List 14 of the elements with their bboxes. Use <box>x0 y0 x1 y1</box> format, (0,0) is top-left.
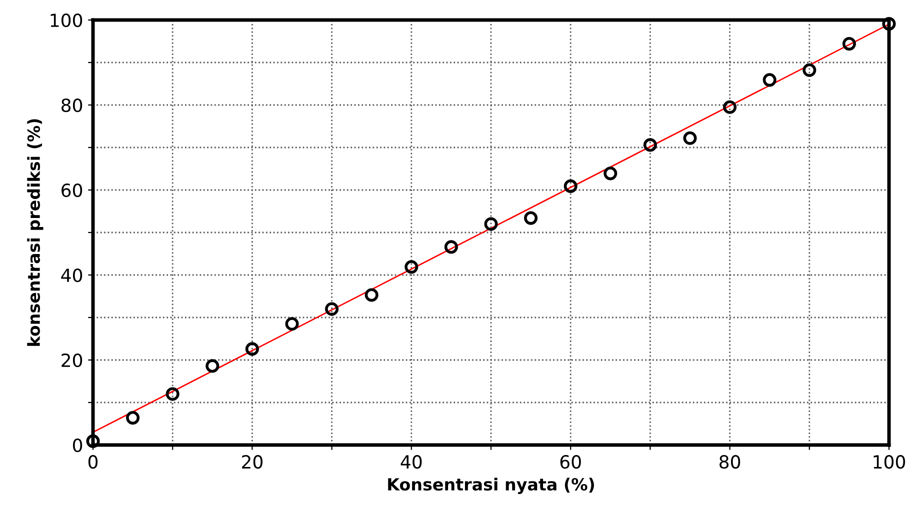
x-tick-label: 0 <box>88 455 98 469</box>
y-tick-label: 100 <box>50 13 82 28</box>
y-tick-label: 40 <box>61 268 82 282</box>
y-tick-label: 20 <box>62 353 82 368</box>
y-tick-label: 0 <box>72 438 82 452</box>
x-tick-label: 20 <box>242 455 262 469</box>
y-tick-label: 60 <box>62 183 82 198</box>
x-tick-label: 40 <box>400 455 422 469</box>
x-tick-label: 80 <box>720 455 740 469</box>
x-axis-title: Konsentrasi nyata (%) <box>388 478 594 494</box>
x-tick-label: 100 <box>874 455 906 469</box>
y-tick-label: 80 <box>62 98 82 112</box>
y-axis-title: konsentrasi prediksi (%) <box>27 119 44 346</box>
x-tick-label: 60 <box>560 455 581 469</box>
